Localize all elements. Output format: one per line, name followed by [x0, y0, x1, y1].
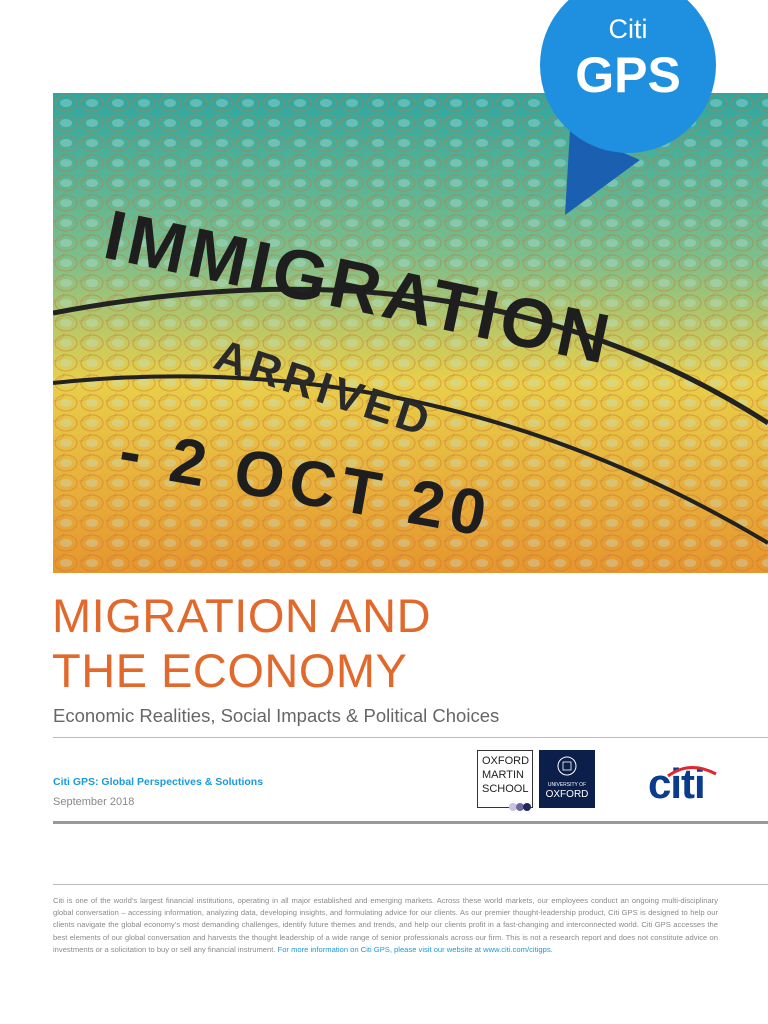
logo-text: UNIVERSITY OF [547, 782, 587, 788]
university-logo: UNIVERSITY OF OXFORD [539, 750, 595, 808]
title-line: THE ECONOMY [52, 644, 408, 697]
subtitle: Economic Realities, Social Impacts & Pol… [53, 705, 500, 726]
logo-text: MARTIN [482, 769, 524, 781]
badge-label: GPS [575, 47, 681, 103]
divider [53, 884, 768, 885]
disclaimer-text: Citi is one of the world’s largest finan… [53, 896, 718, 954]
cover-image: IMMIGRATION ARRIVED - 2 OCT 20 [53, 93, 768, 573]
divider [53, 737, 768, 738]
badge: Citi GPS [540, 0, 716, 215]
citi-arc [667, 766, 717, 778]
disclaimer: Citi is one of the world’s largest finan… [53, 895, 718, 956]
oxford-martin-logo: OXFORD MARTIN SCHOOL [477, 750, 533, 808]
badge-brand: Citi [609, 14, 648, 44]
logo-text: OXFORD [545, 789, 589, 800]
series-name: Citi GPS: Global Perspectives & Solution… [53, 776, 264, 788]
date: September 2018 [53, 796, 135, 808]
title-line: MIGRATION AND [52, 589, 432, 642]
logo-dots [509, 803, 531, 811]
logo-text: SCHOOL [482, 783, 529, 795]
website-link[interactable]: For more information on Citi GPS, please… [277, 944, 553, 954]
logo-text: OXFORD [482, 755, 530, 767]
crest [557, 756, 577, 776]
divider [53, 821, 768, 824]
